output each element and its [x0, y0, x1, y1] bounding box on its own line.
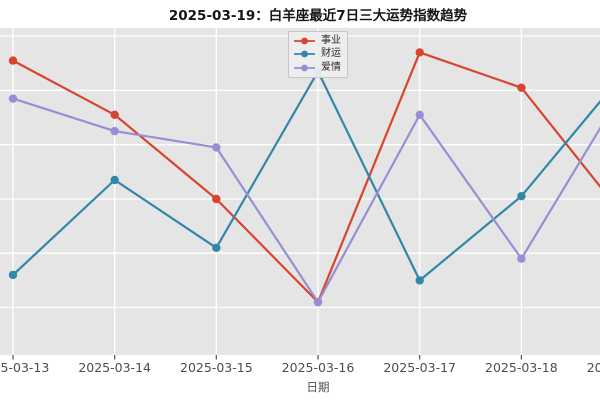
legend-item: 爱情 — [293, 61, 341, 75]
x-tick-label: 2025-03-19 — [586, 360, 600, 375]
data-point-marker — [415, 48, 424, 57]
x-tick-label: 2025-03-18 — [485, 360, 558, 375]
x-tick-label: 2025-03-13 — [0, 360, 50, 375]
data-point-marker — [212, 243, 221, 252]
data-point-marker — [212, 143, 221, 152]
legend-item: 事业 — [293, 34, 341, 48]
legend: 事业 财运 爱情 — [288, 31, 348, 78]
x-tick-label: 2025-03-16 — [281, 360, 355, 375]
data-point-marker — [110, 126, 119, 136]
legend-marker-icon — [294, 50, 315, 58]
legend-item: 财运 — [293, 48, 341, 62]
legend-label: 爱情 — [321, 61, 341, 73]
data-point-marker — [110, 175, 119, 185]
legend-label: 事业 — [321, 34, 341, 46]
legend-label: 财运 — [321, 48, 341, 60]
data-point-marker — [517, 192, 526, 201]
legend-marker-icon — [294, 64, 315, 72]
data-point-marker — [415, 276, 424, 285]
data-point-marker — [517, 254, 526, 263]
x-tick-label: 2025-03-15 — [180, 360, 253, 375]
data-point-marker — [8, 94, 18, 103]
legend-marker-icon — [294, 37, 315, 45]
data-point-marker — [8, 56, 18, 65]
plot-background — [0, 28, 600, 355]
chart-title: 2025-03-19：白羊座最近7日三大运势指数趋势 — [168, 8, 468, 24]
x-axis-title: 日期 — [306, 380, 330, 394]
data-point-marker — [8, 270, 18, 280]
data-point-marker — [313, 297, 323, 307]
x-tick-label: 2025-03-17 — [383, 360, 456, 375]
x-tick-label: 2025-03-14 — [78, 360, 151, 375]
data-point-marker — [212, 194, 221, 204]
data-point-marker — [415, 110, 424, 120]
data-point-marker — [517, 83, 526, 92]
data-point-marker — [110, 110, 119, 120]
